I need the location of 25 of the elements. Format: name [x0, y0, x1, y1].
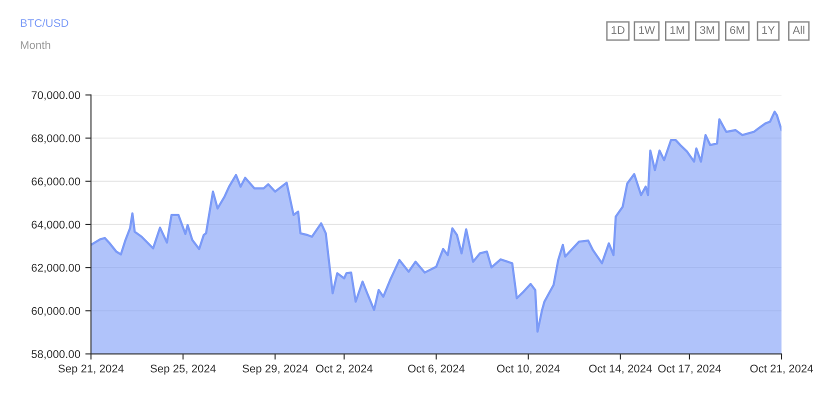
y-tick-label: 68,000.00	[32, 134, 80, 144]
y-tick-label: 70,000.00	[32, 91, 80, 100]
x-tick-label: Sep 21, 2024	[58, 364, 124, 375]
x-tick-label: Sep 29, 2024	[242, 364, 308, 375]
chart-title: BTC/USD	[20, 18, 68, 27]
text: 1M	[670, 26, 684, 34]
text: 3M	[700, 26, 714, 34]
text: All	[792, 26, 804, 34]
chart-subtitle: Month	[20, 40, 50, 49]
text: 1Y	[762, 26, 775, 34]
text: 1D	[612, 26, 624, 34]
text: 6M	[730, 26, 744, 34]
x-tick-label: Sep 25, 2024	[150, 364, 216, 375]
x-tick-label: Oct 21, 2024	[750, 364, 814, 374]
x-tick-label: Oct 14, 2024	[589, 364, 652, 374]
x-tick-label: Oct 17, 2024	[658, 364, 721, 374]
y-tick-label: 62,000.00	[32, 264, 80, 274]
y-tick-label: 60,000.00	[32, 307, 80, 316]
x-tick-label: Oct 2, 2024	[316, 364, 373, 374]
y-tick-label: 58,000.00	[32, 350, 80, 360]
x-tick-label: Oct 6, 2024	[408, 364, 465, 374]
y-tick-label: 66,000.00	[32, 178, 80, 187]
y-tick-label: 64,000.00	[32, 220, 80, 230]
text: 1W	[639, 26, 655, 34]
x-tick-label: Oct 10, 2024	[497, 364, 560, 374]
